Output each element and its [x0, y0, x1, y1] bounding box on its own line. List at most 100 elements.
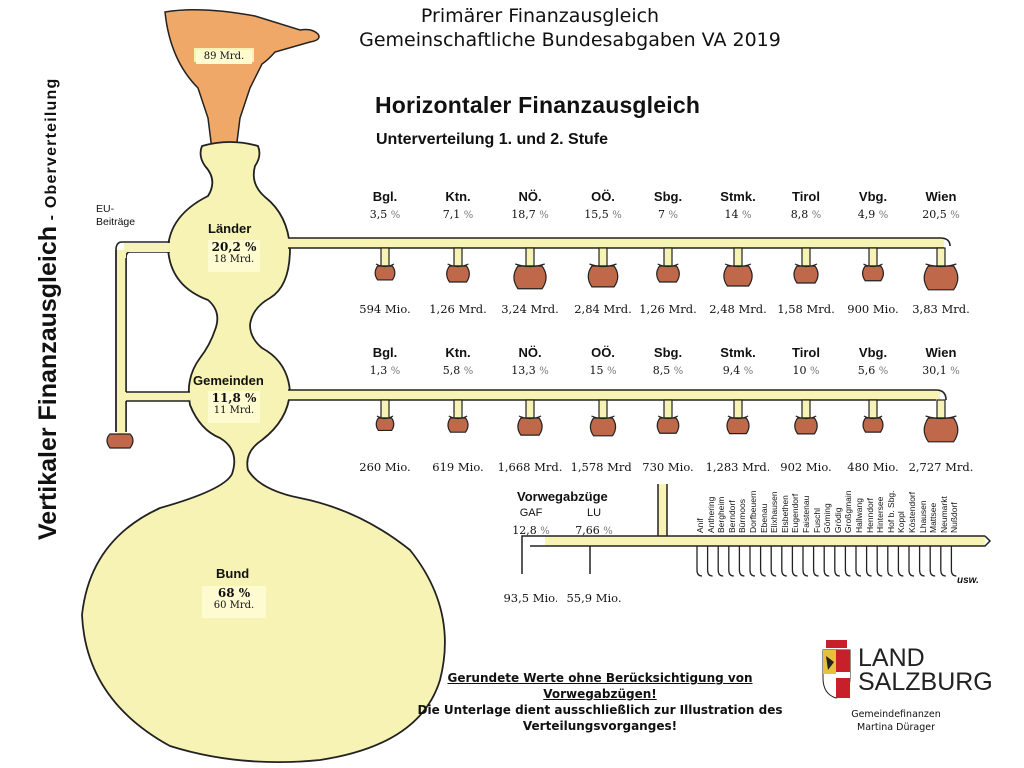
municipality-name: Mattsee	[928, 502, 939, 533]
tap-icon	[865, 546, 872, 577]
tap-icon	[940, 546, 946, 577]
municipality-name: Ebenau	[758, 503, 769, 533]
tap-icon	[717, 546, 724, 577]
pot-icon	[726, 417, 750, 435]
state-pct: 5,8 %	[428, 364, 488, 377]
municipality-name: Fuschl	[811, 507, 822, 533]
state-pct-value: 8,5	[652, 364, 674, 377]
logo-line2: SALZBURG	[858, 668, 993, 696]
usw-label: usw.	[957, 575, 979, 586]
municipality-name: Bergheim	[716, 496, 727, 533]
state-pct: 30,1 %	[911, 364, 971, 377]
state-pct: 13,3 %	[500, 364, 560, 377]
municipality-name: Nußdorf	[949, 502, 960, 533]
tap-icon	[834, 546, 840, 577]
credit-line2: Martina Dürager	[857, 722, 935, 733]
state-pct-value: 13,3	[511, 364, 540, 377]
pot-icon	[517, 417, 543, 436]
state-pct-unit: %	[390, 210, 401, 221]
state-label: Stmk.	[720, 345, 756, 360]
municipality-name: Elsbethen	[779, 495, 790, 533]
state-pct: 8,8 %	[776, 208, 836, 221]
header-title-line2: Gemeinschaftliche Bundesabgaben VA 2019	[359, 29, 781, 51]
tap-icon	[950, 546, 957, 577]
state-pct-value: 1,3	[369, 364, 391, 377]
state-amount: 1,58 Mrd.	[769, 302, 843, 316]
laender-values: 20,2 % 18 Mrd.	[208, 240, 260, 272]
municipality-name: Grödig	[832, 507, 843, 533]
note-line1: Gerundete Werte ohne Berücksichtigung vo…	[447, 671, 753, 701]
municipality-name: Anif	[695, 518, 705, 533]
laender-label: Länder	[208, 221, 252, 236]
state-amount: 260 Mio.	[348, 460, 422, 474]
municipality-name: Anthering	[705, 496, 716, 533]
municipality-name: Köstendorf	[907, 491, 917, 533]
vorweg-pct: 12,8 %	[501, 524, 561, 537]
eu-pot-icon	[106, 433, 134, 449]
tap-icon	[706, 546, 713, 577]
municipality-name: Neumarkt	[938, 496, 949, 533]
state-pct-value: 18,7	[511, 208, 540, 221]
pot-icon	[374, 265, 396, 281]
state-pct-value: 30,1	[922, 364, 951, 377]
tap-icon	[855, 546, 862, 577]
pot-icon	[656, 417, 680, 434]
state-pct: 7 %	[638, 208, 698, 221]
state-pct-value: 15	[589, 364, 607, 377]
laender-pct: 20,2 %	[211, 240, 257, 254]
tap-icon	[770, 546, 777, 577]
bund-amount: 60 Mrd.	[213, 600, 255, 611]
state-pct-value: 10	[792, 364, 810, 377]
pot-icon	[446, 265, 470, 283]
pot-icon	[862, 417, 884, 433]
state-pct: 15 %	[573, 364, 633, 377]
state-label: OÖ.	[591, 345, 615, 360]
vorweg-pct-unit: %	[540, 526, 550, 537]
state-label: OÖ.	[591, 189, 615, 204]
vorweg-amount: 55,9 Mio.	[557, 591, 631, 605]
state-pct: 18,7 %	[500, 208, 560, 221]
state-pct-unit: %	[612, 210, 622, 221]
tap-icon	[802, 546, 809, 577]
vorweg-title: Vorwegabzüge	[517, 489, 608, 504]
vorweg-pct-value: 12,8	[512, 524, 541, 537]
municipality-name: Göming	[822, 503, 833, 533]
vertical-title: Vertikaler Finanzausgleich - Oberverteil…	[34, 20, 68, 540]
state-pct: 5,6 %	[843, 364, 903, 377]
gemeinden-pct: 11,8 %	[211, 391, 257, 405]
state-amount: 619 Mio.	[421, 460, 495, 474]
state-pct: 1,3 %	[355, 364, 415, 377]
state-label: Stmk.	[720, 189, 756, 204]
municipality-name: Dorfbeuern	[748, 490, 758, 533]
state-amount: 1,668 Mrd.	[493, 460, 567, 474]
tap-icon	[887, 546, 893, 577]
state-pct: 15,5 %	[573, 208, 633, 221]
tap-icon	[696, 546, 703, 577]
salzburg-coat-of-arms-icon	[822, 640, 851, 699]
state-amount: 3,83 Mrd.	[904, 302, 978, 316]
laender-amount: 18 Mrd.	[213, 254, 255, 265]
municipality-name: Hof b. Sbg.	[885, 490, 896, 533]
state-pct-value: 7	[657, 208, 669, 221]
state-pct-value: 8,8	[790, 208, 812, 221]
state-pct-value: 5,8	[442, 364, 464, 377]
municipality-name: Großgmain	[843, 490, 854, 533]
state-amount: 1,26 Mrd.	[421, 302, 495, 316]
municipality-name: Faistenau	[801, 495, 811, 533]
state-amount: 902 Mio.	[769, 460, 843, 474]
state-label: Ktn.	[445, 189, 471, 204]
state-pct-unit: %	[539, 210, 549, 221]
state-label: Sbg.	[653, 345, 683, 360]
funnel-amount: 89 Mrd.	[196, 50, 252, 64]
funnel-icon	[164, 9, 320, 151]
gemeinden-amount: 11 Mrd.	[213, 405, 255, 416]
pot-icon	[861, 265, 885, 282]
state-label: Vbg.	[858, 189, 888, 204]
tap-icon	[823, 546, 830, 577]
municipality-name: Eugendorf	[790, 493, 801, 533]
tap-icon	[929, 546, 936, 577]
state-pct-unit: %	[950, 210, 960, 221]
state-label: Wien	[925, 189, 957, 204]
state-label: NÖ.	[518, 189, 542, 204]
municipality-name: Hintersee	[875, 496, 886, 533]
